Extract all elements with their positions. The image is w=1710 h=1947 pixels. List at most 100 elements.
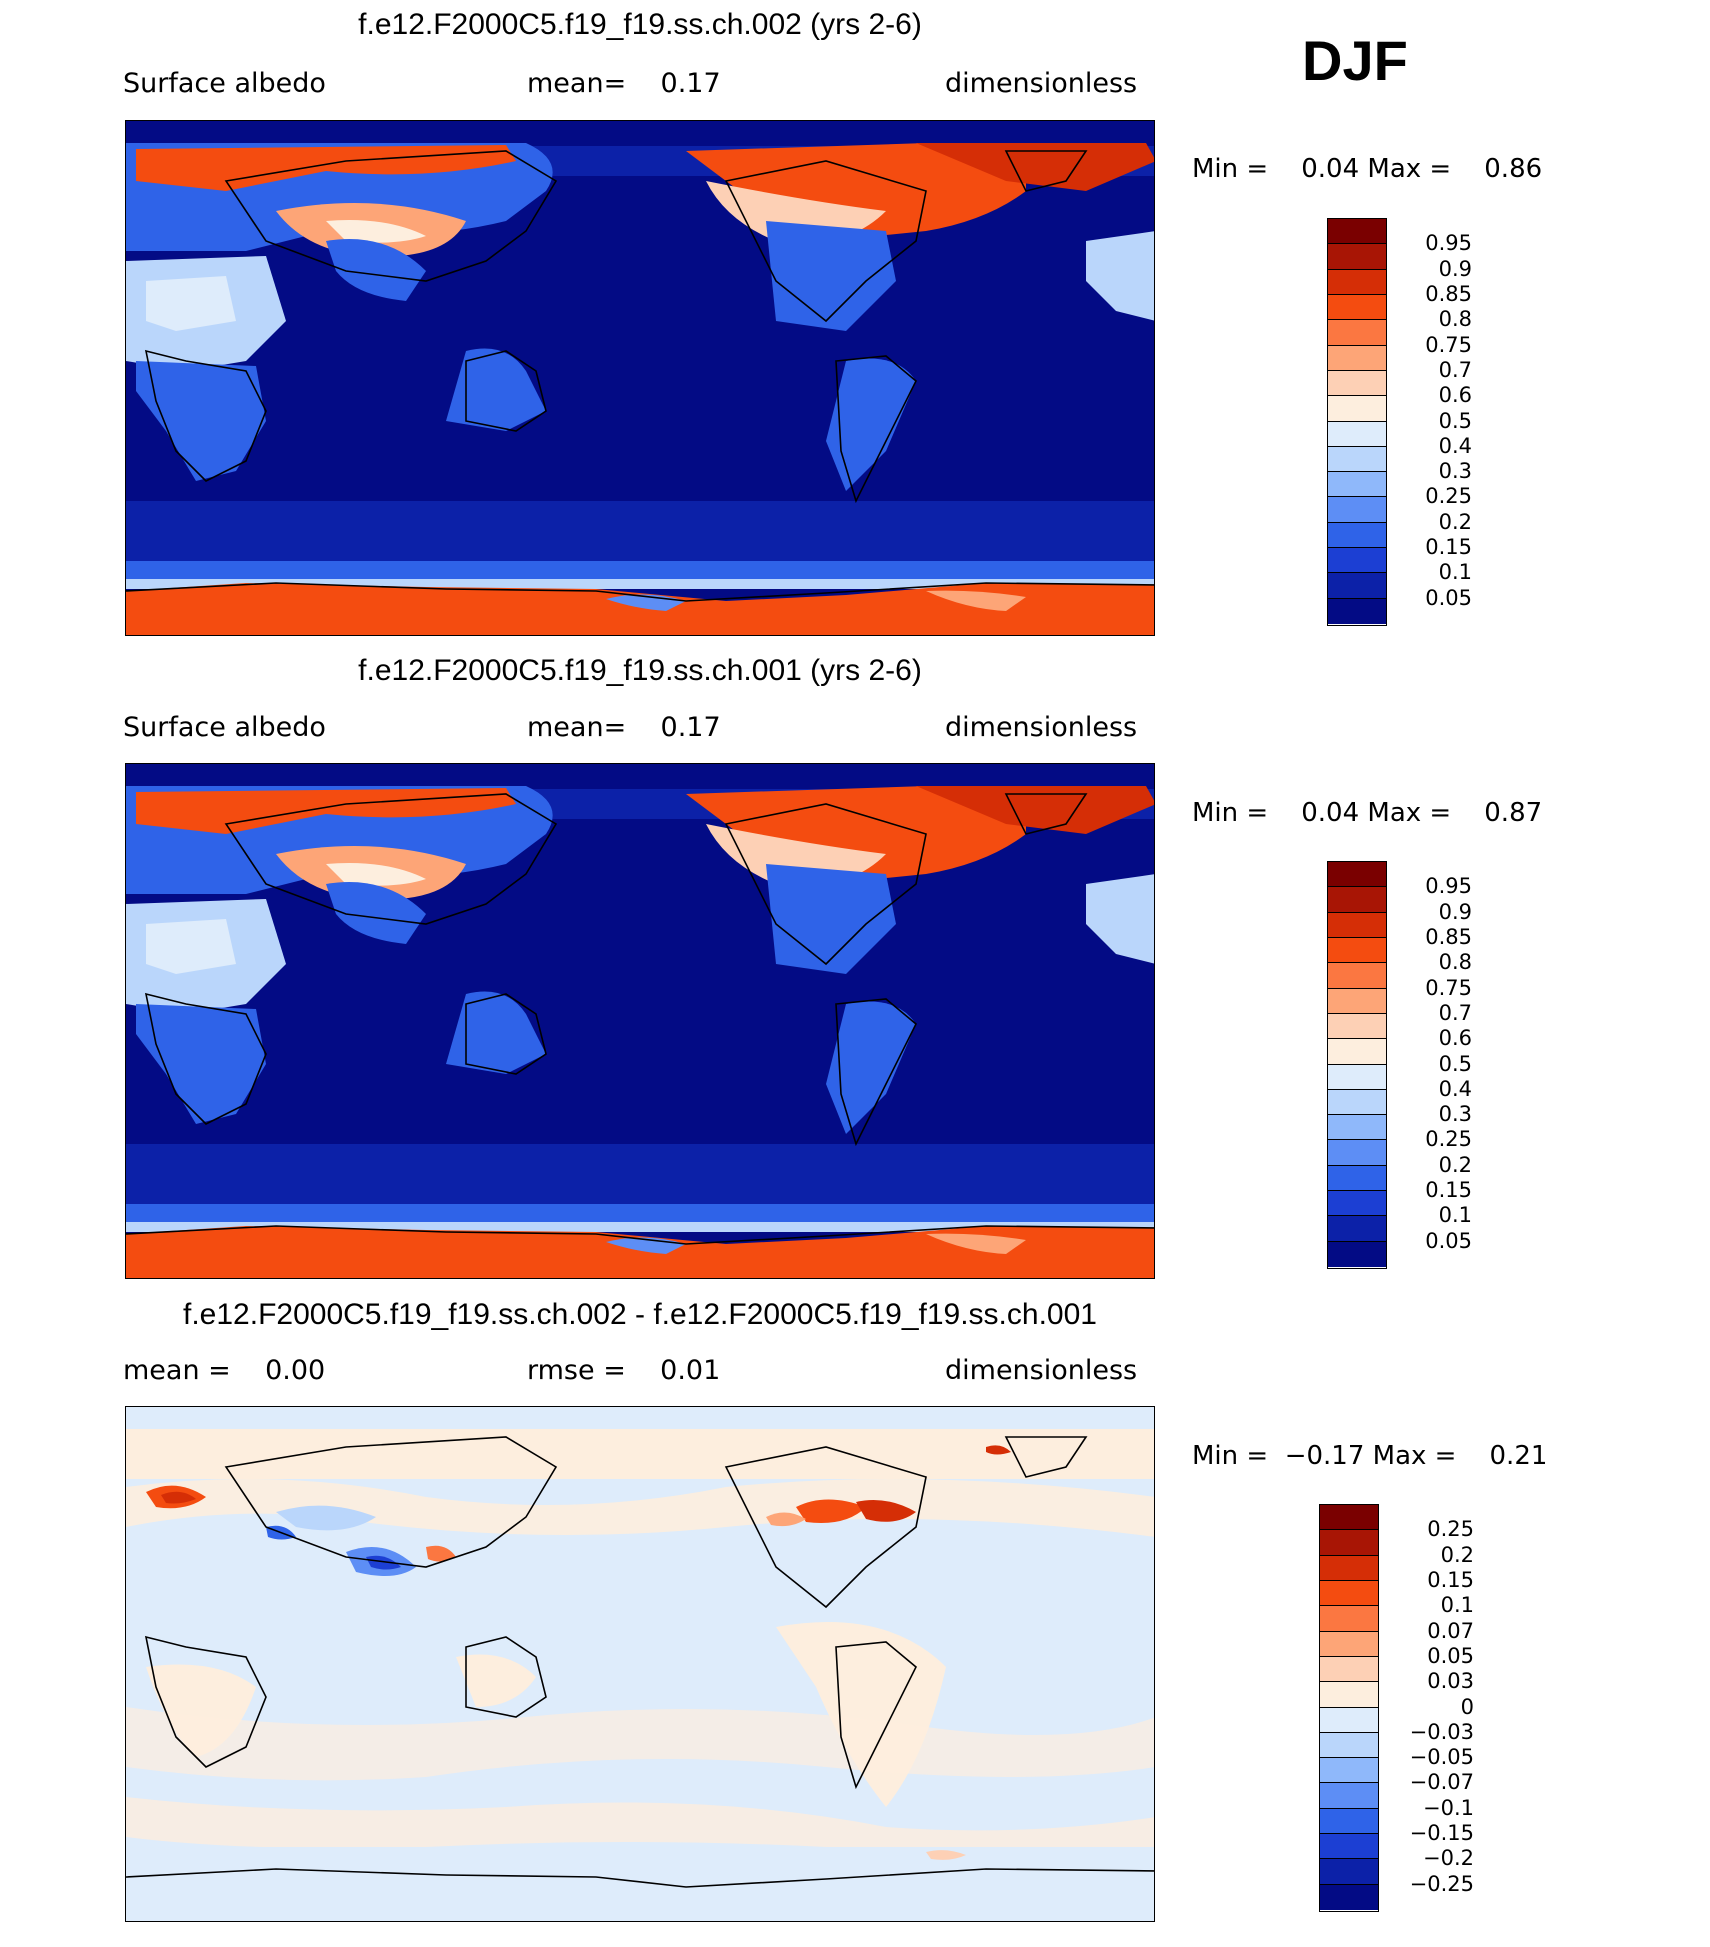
- colorbar-swatch: [1328, 219, 1386, 245]
- colorbar-tick-label: 0.2: [1438, 1152, 1472, 1177]
- colorbar-swatch: [1320, 1859, 1378, 1885]
- colorbar-tick-label: 0.05: [1427, 1643, 1474, 1668]
- colorbar-tick-label: 0.8: [1438, 950, 1472, 975]
- colorbar-swatch: [1320, 1580, 1378, 1607]
- colorbar-swatch: [1328, 1241, 1386, 1267]
- panel2-mean-label: mean= 0.17: [527, 712, 721, 743]
- colorbar-tick-label: 0.25: [1425, 1127, 1472, 1152]
- colorbar-tick-label: 0.95: [1425, 231, 1472, 256]
- colorbar-swatch: [1328, 294, 1386, 321]
- colorbar-swatch: [1328, 1191, 1386, 1217]
- colorbar-tick-label: −0.03: [1409, 1719, 1474, 1744]
- colorbar-tick-label: 0.5: [1438, 408, 1472, 433]
- colorbar-tick-label: 0.3: [1438, 1102, 1472, 1127]
- colorbar-tick-label: 0.05: [1425, 1228, 1472, 1253]
- colorbar-tick-label: −0.15: [1409, 1821, 1474, 1846]
- colorbar-swatch: [1328, 1115, 1386, 1141]
- panel3-colorbar: [1319, 1504, 1379, 1912]
- colorbar-tick-label: −0.2: [1423, 1846, 1474, 1871]
- colorbar-swatch: [1328, 1140, 1386, 1166]
- colorbar-tick-label: 0.4: [1438, 1076, 1472, 1101]
- colorbar-swatch: [1328, 1013, 1386, 1040]
- panel3-units-label: dimensionless: [945, 1355, 1138, 1386]
- panel2-map-field: [126, 764, 1154, 1278]
- colorbar-tick-label: 0.2: [1440, 1542, 1474, 1567]
- panel2-min-max: Min = 0.04 Max = 0.87: [1192, 798, 1543, 828]
- colorbar-tick-label: 0.15: [1425, 1178, 1472, 1203]
- panel3-map: [125, 1406, 1155, 1922]
- colorbar-tick-label: 0.6: [1438, 1026, 1472, 1051]
- colorbar-swatch: [1320, 1732, 1378, 1759]
- colorbar-tick-label: 0.7: [1438, 357, 1472, 382]
- colorbar-tick-label: 0.1: [1440, 1593, 1474, 1618]
- panel3-mean-label: mean = 0.00: [123, 1355, 326, 1386]
- panel3-rmse-label: rmse = 0.01: [527, 1355, 721, 1386]
- panel3-min-max: Min = −0.17 Max = 0.21: [1192, 1441, 1548, 1471]
- panel2-colorbar-labels: 0.95 0.9 0.85 0.8 0.75 0.7 0.6 0.5 0.4 0.3 0.25 0.2…: [1392, 861, 1472, 1269]
- panel1-colorbar: [1327, 218, 1387, 626]
- colorbar-tick-label: 0: [1460, 1694, 1474, 1719]
- colorbar-tick-label: −0.05: [1409, 1745, 1474, 1770]
- colorbar-swatch: [1328, 472, 1386, 498]
- colorbar-tick-label: 0.9: [1438, 899, 1472, 924]
- panel1-variable-label: Surface albedo: [123, 68, 326, 99]
- panel3-title: f.e12.F2000C5.f19_f19.ss.ch.002 - f.e12.…: [183, 1298, 1097, 1331]
- colorbar-swatch: [1328, 396, 1386, 422]
- colorbar-swatch: [1328, 497, 1386, 523]
- colorbar-swatch: [1328, 912, 1386, 938]
- panel2-title: f.e12.F2000C5.f19_f19.ss.ch.001 (yrs 2-6…: [358, 654, 922, 687]
- colorbar-tick-label: 0.3: [1438, 459, 1472, 484]
- colorbar-swatch: [1328, 370, 1386, 397]
- colorbar-tick-label: 0.7: [1438, 1000, 1472, 1025]
- colorbar-swatch: [1328, 573, 1386, 599]
- colorbar-swatch: [1320, 1555, 1378, 1581]
- colorbar-swatch: [1328, 937, 1386, 964]
- panel3-colorbar-labels: 0.25 0.2 0.15 0.1 0.07 0.05 0.03 0 −0.03 −0.05 −0.…: [1384, 1504, 1474, 1912]
- colorbar-swatch: [1320, 1505, 1378, 1531]
- colorbar-swatch: [1320, 1530, 1378, 1556]
- colorbar-tick-label: 0.07: [1427, 1618, 1474, 1643]
- colorbar-swatch: [1328, 522, 1386, 549]
- colorbar-swatch: [1328, 1165, 1386, 1192]
- panel2-units-label: dimensionless: [945, 712, 1138, 743]
- colorbar-swatch: [1328, 320, 1386, 346]
- panel2-map: [125, 763, 1155, 1279]
- colorbar-tick-label: 0.25: [1425, 484, 1472, 509]
- colorbar-tick-label: 0.5: [1438, 1051, 1472, 1076]
- colorbar-swatch: [1320, 1656, 1378, 1683]
- colorbar-swatch: [1320, 1682, 1378, 1708]
- panel1-coastlines: [126, 150, 1154, 602]
- colorbar-tick-label: 0.15: [1427, 1567, 1474, 1592]
- colorbar-tick-label: 0.1: [1438, 560, 1472, 585]
- panel1-mean-label: mean= 0.17: [527, 68, 721, 99]
- colorbar-tick-label: 0.03: [1427, 1669, 1474, 1694]
- season-label: DJF: [1302, 29, 1408, 92]
- colorbar-swatch: [1320, 1783, 1378, 1809]
- colorbar-tick-label: −0.1: [1423, 1795, 1474, 1820]
- colorbar-swatch: [1328, 1064, 1386, 1090]
- panel3-coastlines: [126, 1436, 1154, 1888]
- panel2-variable-label: Surface albedo: [123, 712, 326, 743]
- colorbar-swatch: [1328, 244, 1386, 270]
- colorbar-tick-label: 0.1: [1438, 1203, 1472, 1228]
- colorbar-swatch: [1320, 1884, 1378, 1910]
- colorbar-tick-label: 0.9: [1438, 256, 1472, 281]
- colorbar-swatch: [1328, 1216, 1386, 1242]
- colorbar-tick-label: 0.25: [1427, 1517, 1474, 1542]
- colorbar-swatch: [1328, 862, 1386, 888]
- colorbar-swatch: [1328, 887, 1386, 913]
- colorbar-tick-label: 0.6: [1438, 383, 1472, 408]
- colorbar-swatch: [1328, 269, 1386, 295]
- colorbar-swatch: [1320, 1707, 1378, 1733]
- colorbar-tick-label: 0.4: [1438, 433, 1472, 458]
- panel3-map-field: [126, 1407, 1154, 1921]
- colorbar-swatch: [1328, 345, 1386, 371]
- colorbar-tick-label: 0.05: [1425, 585, 1472, 610]
- panel1-colorbar-labels: 0.95 0.9 0.85 0.8 0.75 0.7 0.6 0.5 0.4 0.3 0.25 0.2…: [1392, 218, 1472, 626]
- colorbar-swatch: [1328, 598, 1386, 624]
- colorbar-tick-label: 0.75: [1425, 332, 1472, 357]
- colorbar-swatch: [1328, 963, 1386, 989]
- colorbar-tick-label: 0.95: [1425, 874, 1472, 899]
- colorbar-swatch: [1320, 1758, 1378, 1784]
- panel1-map: [125, 120, 1155, 636]
